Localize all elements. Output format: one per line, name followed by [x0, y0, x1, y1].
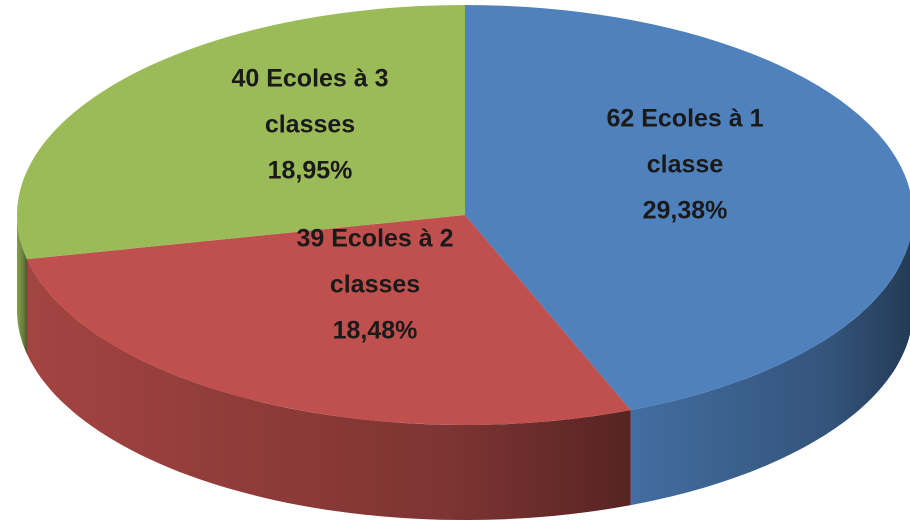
slice-label: classes — [265, 111, 355, 139]
slice-side-shade — [17, 215, 27, 355]
percent-label: 18,95% — [268, 157, 353, 185]
slice-label: classe — [647, 151, 724, 179]
slice-side-shade — [630, 239, 910, 506]
percent-label: 18,48% — [333, 317, 418, 345]
slice-label: 40 Ecoles à 3 — [231, 65, 388, 93]
slice — [16, 5, 465, 260]
slice-side-shade — [27, 259, 631, 520]
slice — [465, 5, 910, 411]
slice-label: classes — [330, 271, 420, 299]
slice-label: 39 Ecoles à 2 — [296, 225, 453, 253]
slice — [26, 215, 631, 426]
percent-label: 29,38% — [643, 197, 728, 225]
slice-label: 62 Ecoles à 1 — [606, 105, 763, 133]
